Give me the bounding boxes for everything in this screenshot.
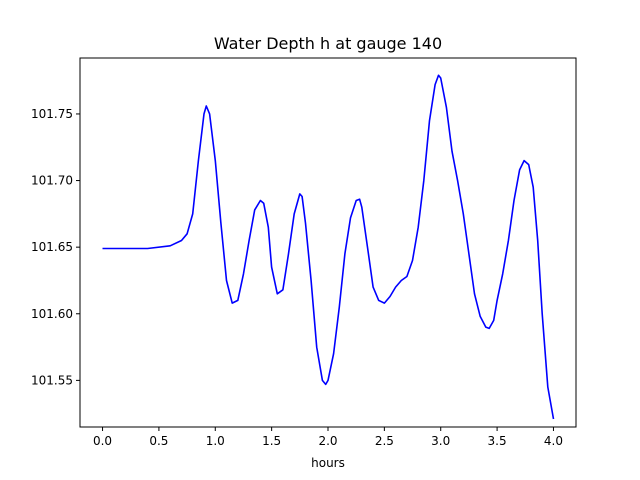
y-tick-label: 101.75 <box>31 107 73 121</box>
x-tick-label: 3.5 <box>488 434 507 448</box>
plot-area <box>79 57 577 428</box>
x-tick-label: 1.5 <box>262 434 281 448</box>
y-tick-label: 101.70 <box>31 174 73 188</box>
y-axis-ticks: 101.55 101.60 101.65 101.70 101.75 <box>31 107 80 387</box>
x-tick-label: 3.0 <box>431 434 450 448</box>
x-tick-label: 2.5 <box>375 434 394 448</box>
x-tick-label: 4.0 <box>544 434 563 448</box>
x-axis-label: hours <box>311 456 345 470</box>
x-tick-label: 2.0 <box>318 434 337 448</box>
y-tick-label: 101.65 <box>31 240 73 254</box>
chart-title: Water Depth h at gauge 140 <box>214 34 442 53</box>
y-tick-label: 101.60 <box>31 307 73 321</box>
series-line <box>102 74 555 420</box>
x-axis-ticks: 0.0 0.5 1.0 1.5 2.0 2.5 3.0 3.5 4.0 <box>93 427 563 448</box>
x-tick-label: 1.0 <box>206 434 225 448</box>
y-tick-label: 101.55 <box>31 373 73 387</box>
x-tick-label: 0.5 <box>149 434 168 448</box>
x-tick-label: 0.0 <box>93 434 112 448</box>
